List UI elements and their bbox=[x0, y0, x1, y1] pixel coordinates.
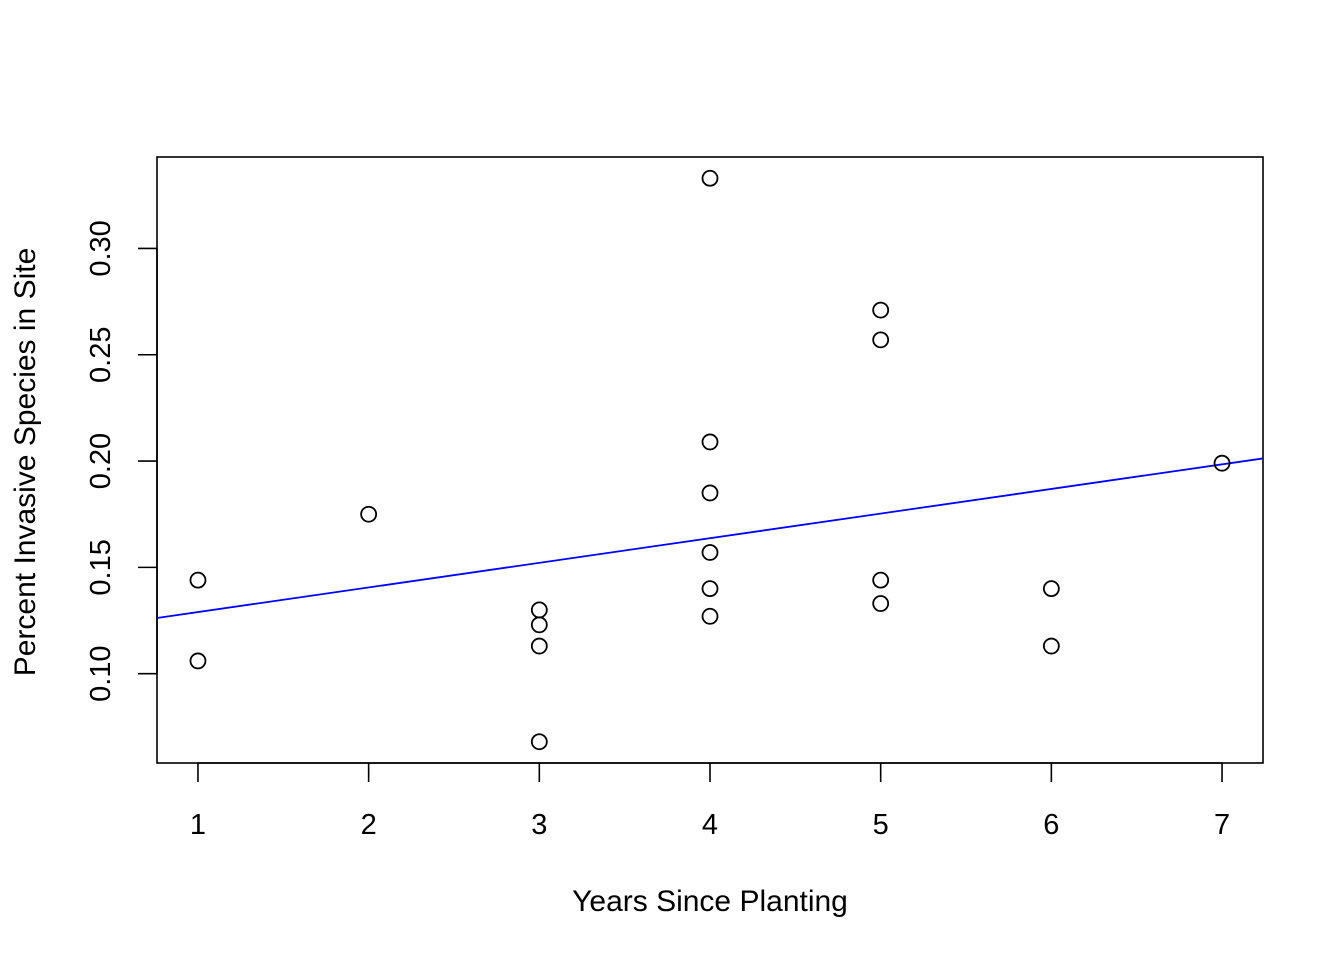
data-point bbox=[872, 331, 890, 349]
data-point bbox=[1213, 454, 1231, 472]
x-tick-label: 2 bbox=[361, 809, 377, 841]
data-point bbox=[701, 580, 719, 598]
data-point bbox=[872, 571, 890, 589]
y-tick-label: 0.15 bbox=[85, 539, 117, 595]
x-tick-label: 1 bbox=[190, 809, 206, 841]
x-tick-label: 7 bbox=[1214, 809, 1230, 841]
data-point bbox=[189, 652, 207, 670]
x-tick-label: 4 bbox=[702, 809, 718, 841]
data-point bbox=[1042, 580, 1060, 598]
plot-frame bbox=[156, 156, 1264, 764]
data-point bbox=[530, 616, 548, 634]
data-point bbox=[872, 301, 890, 319]
data-point bbox=[701, 544, 719, 561]
y-tick-label: 0.10 bbox=[85, 645, 117, 701]
data-point bbox=[872, 595, 890, 612]
y-tick-label: 0.30 bbox=[85, 220, 117, 276]
x-tick-label: 3 bbox=[531, 809, 547, 841]
x-tick-label: 6 bbox=[1043, 809, 1059, 841]
data-point bbox=[701, 607, 719, 625]
y-tick-label: 0.25 bbox=[85, 327, 117, 383]
y-axis-label: Percent Invasive Species in Site bbox=[9, 248, 42, 677]
x-tick-label: 5 bbox=[873, 809, 889, 841]
data-point bbox=[360, 505, 378, 523]
x-axis-label: Years Since Planting bbox=[572, 885, 848, 918]
data-point bbox=[530, 733, 548, 751]
data-point bbox=[530, 601, 548, 619]
data-point bbox=[701, 484, 719, 502]
data-point bbox=[189, 571, 207, 589]
x-axis: 1 2 3 4 5 6 7 bbox=[190, 762, 1230, 841]
data-point bbox=[701, 433, 719, 451]
data-points bbox=[189, 169, 1231, 751]
data-point bbox=[530, 637, 548, 655]
regression-line-group bbox=[156, 457, 1264, 619]
y-axis: 0.10 0.15 0.20 0.25 0.30 bbox=[85, 220, 158, 702]
data-point bbox=[1042, 637, 1060, 655]
y-tick-label: 0.20 bbox=[85, 433, 117, 489]
data-point bbox=[701, 169, 719, 187]
regression-line bbox=[156, 457, 1264, 619]
